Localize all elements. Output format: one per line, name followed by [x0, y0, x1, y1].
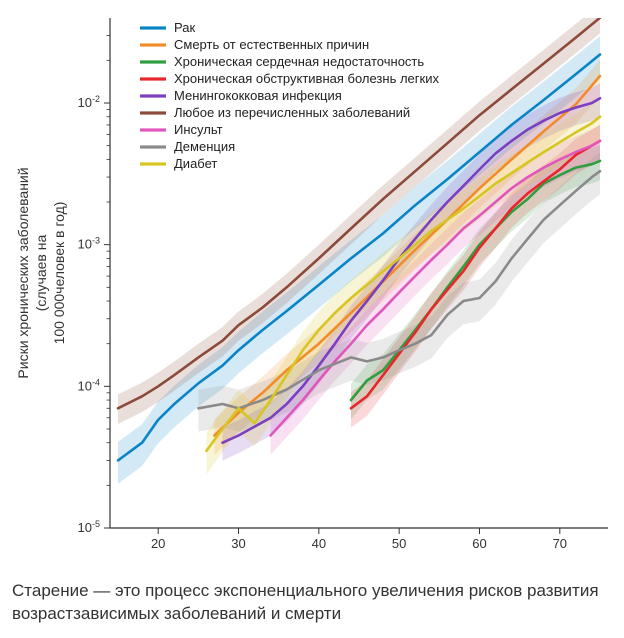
legend-swatch-cancer — [140, 26, 166, 29]
svg-text:100 000человек в год): 100 000человек в год) — [51, 202, 67, 345]
legend-swatch-chf — [140, 60, 166, 63]
legend-label-copd: Хроническая обструктивная болезнь легких — [174, 71, 439, 86]
legend-swatch-natural — [140, 43, 166, 46]
legend-swatch-any — [140, 111, 166, 114]
svg-text:70: 70 — [553, 536, 567, 551]
legend-label-mening: Менингококковая инфекция — [174, 88, 342, 103]
svg-text:60: 60 — [472, 536, 486, 551]
legend-swatch-copd — [140, 77, 166, 80]
svg-text:10-3: 10-3 — [78, 236, 100, 252]
legend-label-dementia: Деменция — [174, 139, 235, 154]
svg-text:10-5: 10-5 — [78, 519, 100, 535]
legend-swatch-mening — [140, 94, 166, 97]
caption-text: Старение — это процесс экспоненциального… — [12, 580, 612, 626]
svg-text:30: 30 — [231, 536, 245, 551]
legend-swatch-dementia — [140, 145, 166, 148]
svg-text:(случаев на: (случаев на — [33, 235, 49, 312]
legend-label-chf: Хроническая сердечная недостаточность — [174, 54, 424, 69]
svg-text:10-4: 10-4 — [78, 377, 100, 393]
svg-text:10-2: 10-2 — [78, 94, 100, 110]
svg-text:Возраст (годы): Возраст (годы) — [311, 557, 407, 560]
chart-container: { "chart": { "type": "line-log", "width"… — [0, 0, 624, 638]
legend-swatch-stroke — [140, 128, 166, 131]
legend-label-any: Любое из перечисленных заболеваний — [174, 105, 410, 120]
legend-label-natural: Смерть от естественных причин — [174, 37, 369, 52]
svg-text:50: 50 — [392, 536, 406, 551]
svg-text:Риски хронических заболеваний: Риски хронических заболеваний — [15, 167, 31, 378]
legend-swatch-diabetes — [140, 162, 166, 165]
legend-label-stroke: Инсульт — [174, 122, 223, 137]
svg-text:40: 40 — [312, 536, 326, 551]
legend-label-cancer: Рак — [174, 20, 195, 35]
risk-chart: 20 30 40 50 60 70 Возраст (годы) 10-5 10-4 10-3 10… — [0, 0, 624, 560]
svg-text:20: 20 — [151, 536, 165, 551]
legend-label-diabetes: Диабет — [174, 156, 217, 171]
